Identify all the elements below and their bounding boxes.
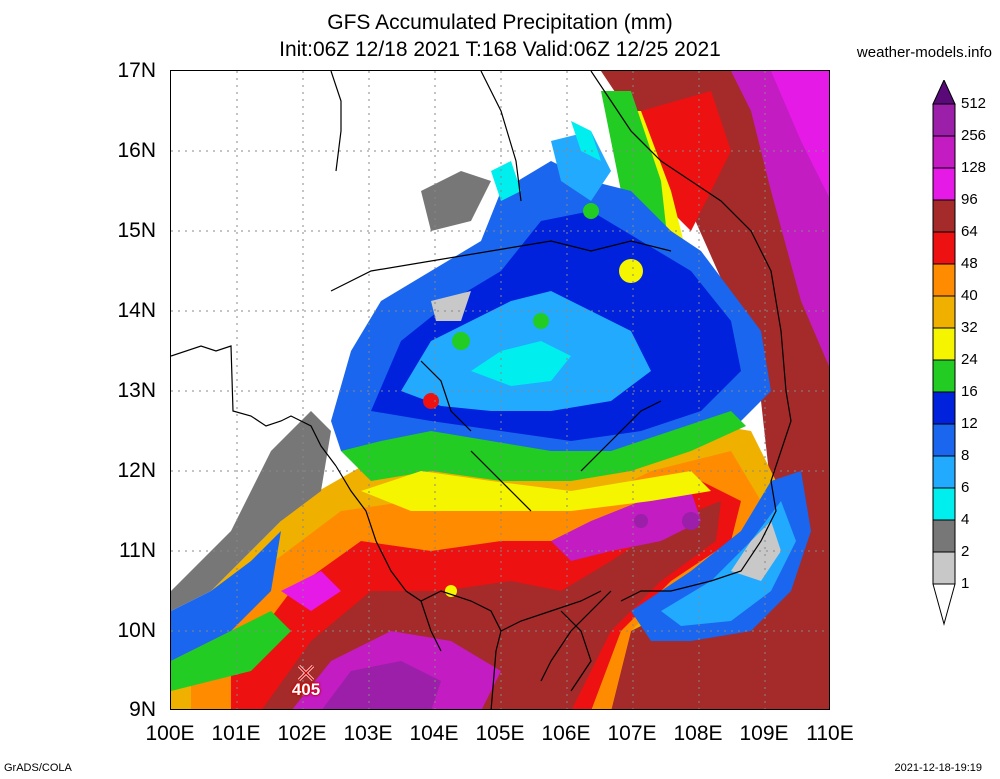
- lon-label-110e: 110E: [806, 722, 854, 745]
- colorbar-label-4: 4: [961, 511, 970, 528]
- colorbar-label-32: 32: [961, 319, 978, 336]
- lat-label-11n: 11N: [119, 539, 156, 562]
- lon-label-100e: 100E: [145, 722, 195, 745]
- map-subtitle: Init:06Z 12/18 2021 T:168 Valid:06Z 12/2…: [279, 38, 721, 61]
- colorbar-swatch-96: [932, 199, 956, 233]
- precipitation-map: [170, 70, 830, 710]
- map-title: GFS Accumulated Precipitation (mm): [327, 11, 673, 34]
- coastlines: [171, 71, 792, 709]
- colorbar-swatch-2: [932, 551, 956, 585]
- colorbar-label-24: 24: [961, 351, 978, 368]
- colorbar-label-128: 128: [961, 159, 987, 176]
- lat-label-15n: 15N: [117, 219, 156, 242]
- precipitation-field: [171, 71, 829, 709]
- colorbar-label-12: 12: [961, 415, 978, 432]
- colorbar-label-1: 1: [961, 575, 970, 592]
- lat-label-16n: 16N: [117, 139, 156, 162]
- colorbar-swatch-4: [932, 519, 956, 553]
- lat-label-14n: 14N: [117, 299, 156, 322]
- lon-label-101e: 101E: [211, 722, 261, 745]
- colorbar-swatch-40: [932, 295, 956, 329]
- colorbar-swatch-512: [932, 103, 956, 137]
- lon-label-103e: 103E: [343, 722, 393, 745]
- colorbar-bottom-arrow: [932, 583, 956, 626]
- footer-timestamp: 2021-12-18-19:19: [894, 762, 982, 774]
- lon-label-108e: 108E: [673, 722, 723, 745]
- lon-label-106e: 106E: [541, 722, 591, 745]
- colorbar-label-8: 8: [961, 447, 970, 464]
- lat-label-13n: 13N: [117, 379, 156, 402]
- colorbar-swatch-256: [932, 135, 956, 169]
- site-label: weather-models.info: [856, 44, 992, 61]
- colorbar-label-16: 16: [961, 383, 978, 400]
- lon-label-107e: 107E: [607, 722, 657, 745]
- max-precipitation-value: 405: [291, 680, 321, 699]
- colorbar-top-arrow: [932, 80, 956, 105]
- lon-label-105e: 105E: [475, 722, 525, 745]
- colorbar-swatch-6: [932, 487, 956, 521]
- colorbar-swatch-8: [932, 455, 956, 489]
- colorbar-swatch-12: [932, 423, 956, 457]
- colorbar-swatch-24: [932, 359, 956, 393]
- colorbar-swatch-64: [932, 231, 956, 265]
- lon-label-109e: 109E: [739, 722, 789, 745]
- colorbar-label-64: 64: [961, 223, 978, 240]
- colorbar-swatch-32: [932, 327, 956, 361]
- colorbar-swatch-16: [932, 391, 956, 425]
- colorbar-swatch-128: [932, 167, 956, 201]
- lat-label-12n: 12N: [117, 459, 156, 482]
- colorbar-label-40: 40: [961, 287, 978, 304]
- lat-label-9n: 9N: [129, 698, 156, 721]
- colorbar-label-512: 512: [961, 95, 987, 112]
- colorbar-swatch-48: [932, 263, 956, 297]
- lat-label-17n: 17N: [117, 59, 156, 82]
- lat-label-10n: 10N: [117, 619, 156, 642]
- lon-label-102e: 102E: [277, 722, 327, 745]
- colorbar-label-96: 96: [961, 191, 978, 208]
- lon-label-104e: 104E: [409, 722, 459, 745]
- colorbar: [932, 80, 956, 626]
- footer-credit: GrADS/COLA: [4, 762, 72, 774]
- colorbar-label-48: 48: [961, 255, 978, 272]
- x-mark-icon: [297, 664, 315, 682]
- colorbar-label-6: 6: [961, 479, 970, 496]
- colorbar-label-256: 256: [961, 127, 987, 144]
- colorbar-label-2: 2: [961, 543, 970, 560]
